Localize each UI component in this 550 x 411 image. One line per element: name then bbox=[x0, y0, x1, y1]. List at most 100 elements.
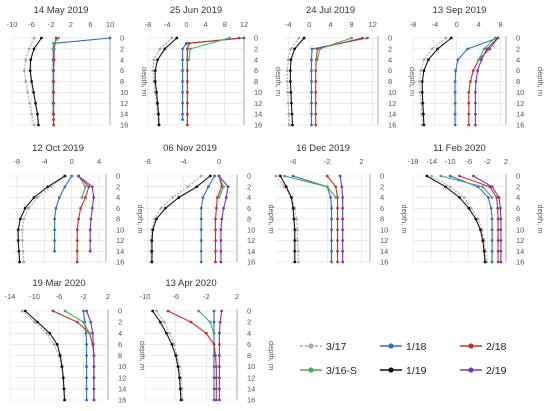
data-point bbox=[291, 123, 294, 127]
legend-label: 1/18 bbox=[406, 341, 427, 353]
data-point bbox=[170, 342, 174, 346]
data-point bbox=[214, 387, 218, 391]
y-tick-label: 4 bbox=[388, 55, 392, 64]
data-point bbox=[18, 260, 21, 264]
y-tick-label: 8 bbox=[120, 77, 124, 86]
data-point bbox=[226, 185, 230, 189]
y-tick-label: 16 bbox=[254, 121, 262, 130]
x-tick-label: -2 bbox=[48, 20, 55, 29]
data-point bbox=[218, 320, 222, 324]
data-point bbox=[310, 47, 314, 51]
data-point bbox=[181, 69, 184, 73]
data-point bbox=[212, 331, 216, 335]
y-tick-label: 4 bbox=[120, 55, 124, 64]
data-point bbox=[310, 80, 313, 83]
data-point bbox=[490, 239, 494, 242]
data-point bbox=[285, 69, 289, 73]
data-point bbox=[314, 101, 318, 105]
data-point bbox=[458, 174, 461, 178]
y-tick-label: 2 bbox=[247, 182, 251, 191]
x-tick-label: -8 bbox=[145, 20, 152, 29]
x-tick-label: -14 bbox=[5, 292, 16, 301]
y-tick-label: 8 bbox=[516, 215, 520, 224]
y-tick-label: 16 bbox=[118, 396, 126, 405]
data-point bbox=[165, 331, 168, 335]
data-point bbox=[92, 387, 96, 391]
data-point bbox=[291, 206, 295, 210]
x-tick-label: -8 bbox=[14, 157, 21, 166]
data-point bbox=[278, 174, 282, 178]
y-tick-label: 8 bbox=[516, 77, 520, 86]
data-point bbox=[185, 101, 189, 105]
data-point bbox=[172, 342, 176, 346]
data-point bbox=[57, 36, 60, 40]
data-point bbox=[155, 90, 159, 94]
data-point bbox=[496, 217, 500, 221]
data-point bbox=[467, 101, 471, 105]
data-point bbox=[199, 239, 203, 242]
y-axis-label: depth, m bbox=[536, 67, 545, 96]
data-point bbox=[214, 365, 218, 369]
data-point bbox=[88, 249, 92, 253]
x-tick-label: 4 bbox=[477, 20, 481, 29]
y-tick-label: 16 bbox=[116, 258, 124, 267]
data-point bbox=[496, 249, 500, 253]
x-tick-label: 12 bbox=[240, 20, 248, 29]
x-tick-label: 0 bbox=[307, 20, 311, 29]
data-point bbox=[477, 58, 481, 62]
x-tick-label: -4 bbox=[164, 20, 171, 29]
data-point bbox=[228, 36, 232, 40]
y-tick-label: 6 bbox=[254, 66, 258, 75]
data-point bbox=[418, 90, 422, 94]
data-point bbox=[219, 239, 223, 242]
data-point bbox=[287, 123, 291, 127]
data-point bbox=[163, 206, 167, 210]
legend-item: 3/16-S bbox=[300, 365, 357, 377]
data-point bbox=[469, 80, 472, 83]
data-point bbox=[472, 174, 475, 178]
data-point bbox=[217, 398, 221, 402]
data-point bbox=[53, 239, 56, 242]
data-point bbox=[293, 47, 297, 51]
y-tick-label: 14 bbox=[118, 384, 126, 393]
y-tick-label: 14 bbox=[388, 110, 396, 119]
y-tick-label: 8 bbox=[118, 351, 122, 360]
data-point bbox=[488, 47, 491, 51]
x-tick-label: -6 bbox=[172, 292, 179, 301]
y-tick-label: 0 bbox=[388, 34, 392, 43]
data-point bbox=[82, 320, 85, 324]
y-tick-label: 2 bbox=[118, 318, 122, 327]
data-point bbox=[52, 118, 56, 121]
data-point bbox=[490, 260, 494, 264]
data-point bbox=[48, 331, 52, 335]
y-tick-label: 8 bbox=[247, 215, 251, 224]
data-point bbox=[159, 206, 163, 210]
data-point bbox=[489, 206, 493, 210]
legend-label: 1/19 bbox=[406, 365, 427, 377]
data-point bbox=[77, 174, 80, 178]
data-point bbox=[181, 80, 184, 83]
data-point bbox=[16, 239, 20, 242]
x-tick-label: 4 bbox=[204, 20, 208, 29]
y-tick-label: 12 bbox=[516, 99, 524, 108]
y-axis-label: depth, m bbox=[136, 204, 145, 233]
data-point bbox=[217, 365, 221, 369]
data-point bbox=[151, 69, 155, 73]
data-point bbox=[24, 80, 28, 83]
data-point bbox=[214, 217, 217, 221]
data-point bbox=[52, 123, 56, 127]
data-point bbox=[426, 58, 430, 62]
series-line bbox=[23, 37, 35, 126]
y-tick-label: 4 bbox=[516, 55, 520, 64]
data-point bbox=[444, 185, 447, 189]
data-point bbox=[34, 101, 37, 105]
data-point bbox=[220, 309, 224, 313]
data-point bbox=[53, 249, 56, 253]
series-line bbox=[78, 175, 95, 252]
data-point bbox=[219, 228, 223, 232]
data-point bbox=[176, 365, 180, 369]
data-point bbox=[150, 260, 154, 264]
legend-marker bbox=[388, 367, 394, 373]
data-point bbox=[85, 398, 88, 402]
